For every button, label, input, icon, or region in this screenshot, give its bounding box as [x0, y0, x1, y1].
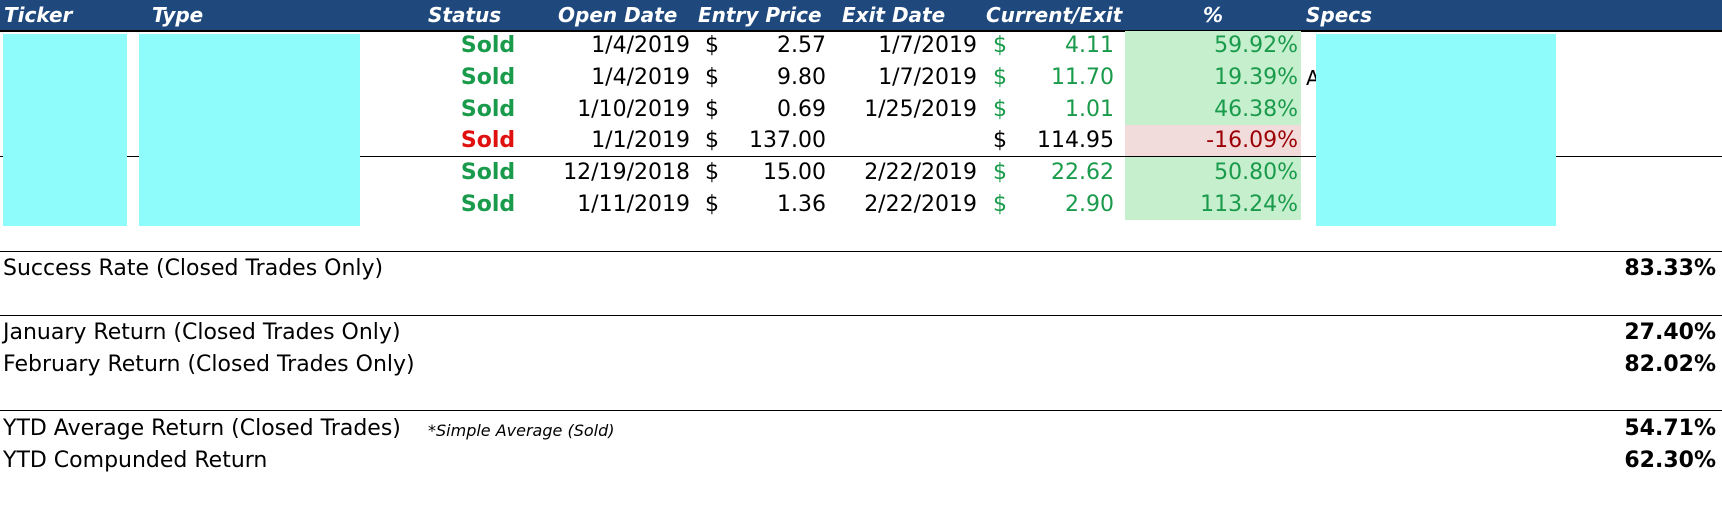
exit-date-cell: 1/7/2019: [878, 33, 977, 58]
january-return-value: 27.40%: [1624, 320, 1716, 345]
open-date-cell: 1/4/2019: [591, 65, 690, 90]
currency-cell: $: [993, 33, 1007, 58]
currency-cell: $: [705, 192, 719, 217]
currency-cell: $: [993, 97, 1007, 122]
entry-price-cell: 0.69: [777, 97, 826, 122]
exit-date-cell: 1/25/2019: [864, 97, 977, 122]
currency-cell: $: [993, 65, 1007, 90]
february-return-value: 82.02%: [1624, 352, 1716, 377]
open-date-cell: 1/1/2019: [591, 128, 690, 153]
ytd-average-return-value: 54.71%: [1624, 416, 1716, 441]
current-exit-cell: 22.62: [1051, 160, 1114, 185]
open-date-cell: 1/4/2019: [591, 33, 690, 58]
status-cell: Sold: [460, 97, 516, 122]
status-cell: Sold: [460, 160, 516, 185]
entry-price-cell: 137.00: [749, 128, 826, 153]
header-ticker: Ticker: [4, 3, 73, 27]
ytd-average-note: *Simple Average (Sold): [428, 421, 615, 440]
pct-cell: 46.38%: [1214, 97, 1298, 122]
status-cell: Sold: [460, 192, 516, 217]
currency-cell: $: [705, 160, 719, 185]
header-current-exit: Current/Exit: [986, 3, 1123, 27]
pct-fill-positive: [1125, 157, 1301, 220]
summary-divider: [0, 410, 1722, 411]
entry-price-cell: 2.57: [777, 33, 826, 58]
exit-date-cell: 1/7/2019: [878, 65, 977, 90]
entry-price-cell: 1.36: [777, 192, 826, 217]
row-divider: [0, 156, 1722, 157]
ytd-average-return-label: YTD Average Return (Closed Trades): [3, 416, 401, 441]
success-rate-value: 83.33%: [1624, 256, 1716, 281]
open-date-cell: 12/19/2018: [563, 160, 690, 185]
exit-date-cell: 2/22/2019: [864, 192, 977, 217]
header-specs: Specs: [1306, 3, 1373, 27]
header-type: Type: [152, 3, 204, 27]
currency-cell: $: [705, 33, 719, 58]
currency-cell: $: [705, 65, 719, 90]
pct-cell: 50.80%: [1214, 160, 1298, 185]
exit-date-cell: 2/22/2019: [864, 160, 977, 185]
pct-fill-positive: [1125, 31, 1301, 125]
currency-cell: $: [705, 128, 719, 153]
pct-cell: 113.24%: [1200, 192, 1298, 217]
ytd-compounded-return-label: YTD Compunded Return: [3, 448, 268, 473]
entry-price-cell: 15.00: [763, 160, 826, 185]
header-entry-price: Entry Price: [698, 3, 822, 27]
open-date-cell: 1/11/2019: [577, 192, 690, 217]
currency-cell: $: [993, 160, 1007, 185]
pct-cell: -16.09%: [1206, 128, 1298, 153]
february-return-label: February Return (Closed Trades Only): [3, 352, 415, 377]
open-date-cell: 1/10/2019: [577, 97, 690, 122]
ytd-compounded-return-value: 62.30%: [1624, 448, 1716, 473]
redacted-specs-block: [1316, 34, 1556, 226]
pct-cell: 19.39%: [1214, 65, 1298, 90]
pct-cell: 59.92%: [1214, 33, 1298, 58]
header-exit-date: Exit Date: [842, 3, 946, 27]
summary-divider: [0, 315, 1722, 316]
header-open-date: Open Date: [558, 3, 678, 27]
currency-cell: $: [993, 192, 1007, 217]
summary-divider: [0, 251, 1722, 252]
success-rate-label: Success Rate (Closed Trades Only): [3, 256, 384, 281]
status-cell: Sold: [460, 65, 516, 90]
currency-cell: $: [993, 128, 1007, 153]
pct-fill-negative: [1125, 125, 1301, 156]
status-cell: Sold: [460, 128, 516, 153]
currency-cell: $: [705, 97, 719, 122]
current-exit-cell: 1.01: [1065, 97, 1114, 122]
current-exit-cell: 11.70: [1051, 65, 1114, 90]
january-return-label: January Return (Closed Trades Only): [3, 320, 401, 345]
header-pct: %: [1203, 3, 1224, 27]
current-exit-cell: 2.90: [1065, 192, 1114, 217]
status-cell: Sold: [460, 33, 516, 58]
redacted-type-block: [139, 34, 360, 226]
redacted-ticker-block: [3, 34, 127, 226]
header-status: Status: [428, 3, 502, 27]
table-header: Ticker Type Status Open Date Entry Price…: [0, 0, 1722, 32]
entry-price-cell: 9.80: [777, 65, 826, 90]
current-exit-cell: 114.95: [1037, 128, 1114, 153]
current-exit-cell: 4.11: [1065, 33, 1114, 58]
